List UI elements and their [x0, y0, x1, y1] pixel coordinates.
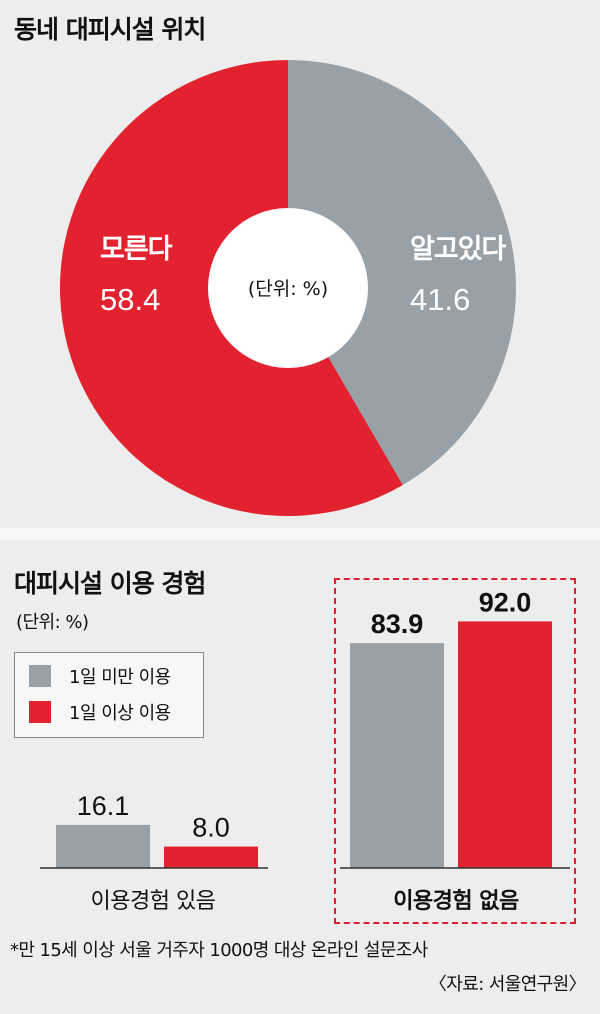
bar-chart: 16.1 83.9 8.0 92.0 이용경험 있음 이용경험 없음 — [40, 587, 570, 914]
bar-value-label: 16.1 — [77, 791, 130, 821]
pie-slice-value: 41.6 — [410, 282, 470, 317]
category-label: 이용경험 있음 — [91, 889, 216, 914]
pie-slice-know — [288, 60, 517, 485]
bar — [164, 846, 258, 868]
bar — [458, 621, 552, 868]
bar-value-label: 92.0 — [479, 587, 532, 617]
legend-label: 1일 미만 이용 — [69, 667, 171, 688]
pie-chart-title: 동네 대피시설 위치 — [14, 15, 206, 44]
legend-label: 1일 이상 이용 — [69, 703, 171, 724]
bar-chart-unit: (단위: %) — [16, 612, 89, 633]
category-label: 이용경험 없음 — [393, 888, 519, 914]
pie-chart: 알고있다 41.6 모른다 58.4 (단위: %) — [60, 60, 517, 516]
bar-value-label: 83.9 — [371, 609, 424, 639]
bar — [56, 824, 150, 868]
pie-slice-label: 모른다 — [100, 234, 173, 265]
chart-legend: 1일 미만 이용 1일 이상 이용 — [14, 652, 204, 738]
donut-hole — [208, 208, 368, 368]
bar — [350, 643, 444, 868]
legend-swatch-red — [29, 701, 51, 723]
source-credit: 〈자료: 서울연구원〉 — [428, 974, 587, 995]
highlight-box — [334, 578, 576, 924]
pie-chart-panel: 동네 대피시설 위치 알고있다 41.6 모른다 58.4 (단위: %) — [14, 15, 517, 516]
legend-item-under-1-day: 1일 미만 이용 — [29, 663, 171, 689]
bar-value-label: 8.0 — [192, 813, 230, 843]
bar-chart-panel: 대피시설 이용 경험 (단위: %) 1일 미만 이용 1일 이상 이용 16.… — [0, 540, 600, 1014]
legend-swatch-gray — [29, 665, 51, 687]
panel-divider — [0, 528, 600, 540]
bar-chart-title: 대피시설 이용 경험 — [14, 569, 206, 598]
pie-slice-value: 58.4 — [100, 282, 160, 317]
pie-slice-label: 알고있다 — [410, 234, 507, 265]
footnote: *만 15세 이상 서울 거주자 1000명 대상 온라인 설문조사 — [10, 940, 428, 961]
legend-item-over-1-day: 1일 이상 이용 — [29, 699, 171, 725]
pie-center-unit-label: (단위: %) — [248, 278, 328, 300]
